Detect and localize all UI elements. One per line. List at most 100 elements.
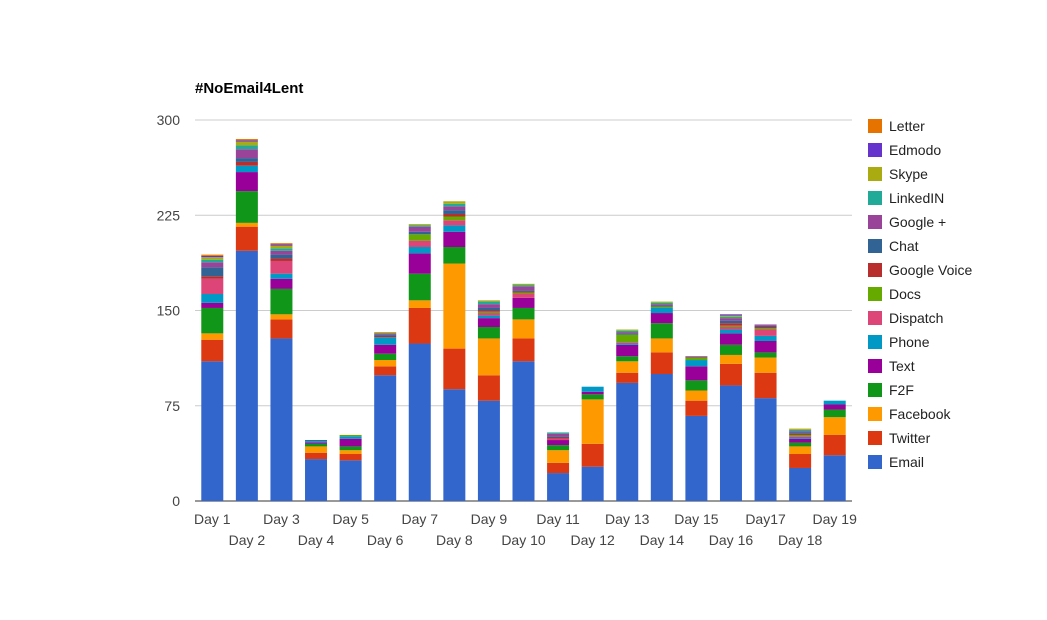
legend-item: Twitter (868, 430, 931, 446)
bar-segment (408, 231, 431, 235)
bar-stack (754, 324, 777, 501)
legend-label: Google Voice (889, 262, 972, 278)
bar-segment (270, 314, 293, 320)
bar-stack (512, 283, 535, 501)
bar-segment (305, 441, 328, 443)
bar-segment (547, 437, 570, 439)
bar-segment (512, 319, 535, 339)
legend-label: Dispatch (889, 310, 943, 326)
bar-segment (616, 382, 639, 501)
bar-segment (477, 318, 500, 328)
legend-swatch (868, 191, 882, 205)
bar-segment (408, 225, 431, 227)
bar-segment (374, 335, 397, 338)
bar-segment (512, 283, 535, 286)
bar-segment (616, 333, 639, 335)
bar-segment (235, 161, 258, 166)
bar-segment (512, 338, 535, 362)
bar-segment (719, 333, 742, 345)
bar-segment (512, 361, 535, 501)
bar-segment (685, 400, 708, 416)
legend-item: LinkedIN (868, 190, 944, 206)
bar-segment (201, 254, 224, 256)
legend-item: F2F (868, 382, 914, 398)
bar-segment (754, 327, 777, 329)
bar-segment (235, 191, 258, 223)
bar-segment (201, 278, 224, 294)
bar-segment (235, 172, 258, 192)
bar-segment (616, 343, 639, 345)
bar-segment (581, 394, 604, 400)
legend-swatch (868, 455, 882, 469)
bar-segment (823, 455, 846, 501)
legend-label: F2F (889, 382, 914, 398)
legend-swatch (868, 287, 882, 301)
x-tick-label: Day 5 (332, 511, 369, 527)
bar-segment (823, 417, 846, 435)
bar-segment (443, 201, 466, 204)
bar-segment (477, 310, 500, 312)
legend-label: Email (889, 454, 924, 470)
bar-segment (719, 315, 742, 317)
bar-segment (477, 315, 500, 319)
bar-segment (201, 276, 224, 279)
bar-segment (754, 398, 777, 501)
bar-segment (443, 348, 466, 390)
bar-segment (754, 357, 777, 373)
bar-segment (408, 273, 431, 301)
bar-stack (201, 254, 224, 501)
bar-segment (512, 293, 535, 298)
bar-segment (235, 141, 258, 146)
bar-segment (512, 297, 535, 308)
bar-segment (754, 352, 777, 358)
x-axis: Day 1 Day 2 Day 3 Day 4 Day 5 Day 6 Day 7 Day 8… (194, 511, 857, 548)
bar-segment (270, 254, 293, 259)
bar-segment (235, 250, 258, 501)
bar-stack (789, 428, 812, 501)
bar-segment (477, 301, 500, 305)
bars (201, 139, 846, 501)
bar-stack (616, 329, 639, 501)
y-tick-label: 150 (157, 303, 181, 319)
x-tick-label: Day 1 (194, 511, 231, 527)
bar-segment (374, 333, 397, 335)
bar-segment (719, 385, 742, 501)
bar-segment (270, 319, 293, 339)
x-tick-label: Day 13 (605, 511, 650, 527)
bar-segment (201, 267, 224, 277)
bar-segment (374, 337, 397, 345)
legend-label: Text (889, 358, 915, 374)
x-tick-label: Day 2 (229, 532, 266, 548)
bar-segment (754, 335, 777, 341)
bar-segment (547, 438, 570, 441)
x-tick-label: Day 18 (778, 532, 823, 548)
bar-segment (477, 304, 500, 308)
bar-segment (443, 210, 466, 214)
y-tick-label: 75 (164, 398, 180, 414)
bar-segment (201, 293, 224, 303)
bar-segment (305, 442, 328, 444)
bar-segment (547, 473, 570, 501)
chart-title: #NoEmail4Lent (195, 80, 303, 97)
legend-item: Text (868, 358, 915, 374)
bar-segment (650, 305, 673, 307)
bar-segment (305, 443, 328, 447)
bar-segment (547, 432, 570, 434)
bar-segment (339, 434, 362, 437)
bar-segment (754, 328, 777, 330)
bar-segment (374, 366, 397, 376)
bar-segment (616, 330, 639, 333)
bar-segment (374, 360, 397, 367)
legend-item: Docs (868, 286, 921, 302)
bar-segment (754, 372, 777, 399)
bar-stack (650, 301, 673, 501)
bar-segment (443, 231, 466, 247)
bar-segment (235, 145, 258, 150)
bar-segment (719, 316, 742, 319)
legend-label: Facebook (889, 406, 951, 422)
bar-segment (339, 446, 362, 451)
bar-segment (616, 356, 639, 362)
bar-segment (270, 244, 293, 246)
bar-segment (339, 438, 362, 447)
